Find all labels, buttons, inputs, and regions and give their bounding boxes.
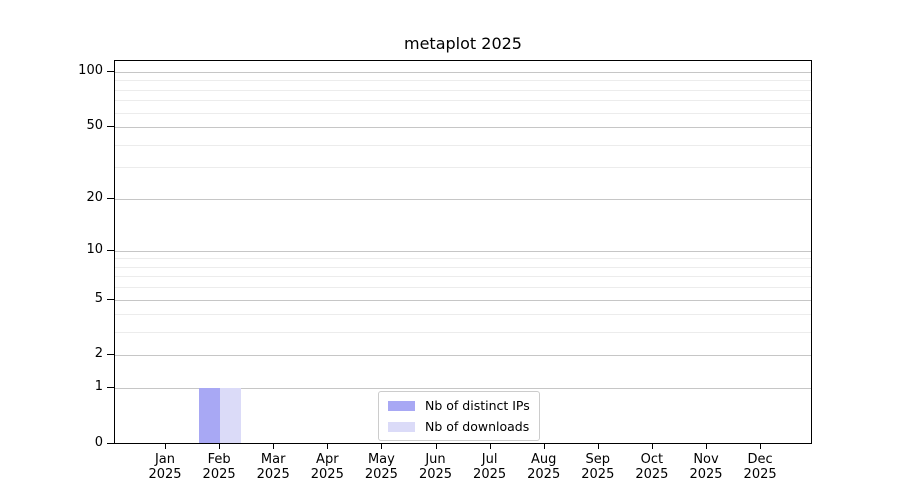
x-tick-month: Nov <box>693 452 719 467</box>
legend-label-distinct-ips: Nb of distinct IPs <box>425 398 530 413</box>
y-gridline-minor <box>115 144 811 146</box>
x-tick-month: Mar <box>260 452 286 467</box>
x-tick-mark <box>760 443 762 449</box>
x-tick-label: Jan 2025 <box>133 452 197 482</box>
x-tick-month: Jan <box>154 452 176 467</box>
x-tick-month: May <box>367 452 395 467</box>
y-gridline-major <box>115 72 811 73</box>
x-tick-month: Jul <box>481 452 498 467</box>
y-tick-label: 50 <box>86 118 103 134</box>
y-gridline-minor <box>115 276 811 278</box>
x-tick-year: 2025 <box>689 467 723 482</box>
y-tick-mark <box>107 249 114 251</box>
legend-item-distinct-ips: Nb of distinct IPs <box>388 398 530 413</box>
x-tick-label: Aug 2025 <box>512 452 576 482</box>
y-tick-mark <box>107 354 114 356</box>
y-gridline-minor <box>115 112 811 114</box>
x-tick-label: Nov 2025 <box>674 452 738 482</box>
x-tick-month: Jun <box>425 452 446 467</box>
y-gridline-minor <box>115 80 811 82</box>
x-tick-label: Jul 2025 <box>458 452 522 482</box>
x-tick-label: Oct 2025 <box>620 452 684 482</box>
legend-item-downloads: Nb of downloads <box>388 419 530 434</box>
y-tick-label: 0 <box>94 435 103 450</box>
bar-distinct-ips <box>199 388 221 443</box>
x-tick-label: May 2025 <box>349 452 413 482</box>
y-tick-label: 2 <box>94 346 103 362</box>
y-tick-mark <box>107 443 114 444</box>
y-gridline-major <box>115 388 811 390</box>
x-tick-mark <box>381 443 383 449</box>
y-gridline-major <box>115 250 811 252</box>
chart-title: metaplot 2025 <box>404 34 522 53</box>
x-tick-mark <box>651 443 653 449</box>
x-tick-mark <box>543 443 545 449</box>
y-tick-label: 5 <box>94 290 103 306</box>
x-tick-mark <box>219 443 221 449</box>
x-tick-year: 2025 <box>581 467 615 482</box>
x-tick-mark <box>489 443 491 449</box>
x-tick-month: Apr <box>316 452 339 467</box>
y-gridline-minor <box>115 167 811 169</box>
y-tick-mark <box>107 71 114 72</box>
y-tick-mark <box>107 298 114 300</box>
y-gridline-major <box>115 299 811 301</box>
y-tick-label: 1 <box>94 379 103 395</box>
y-gridline-major <box>115 355 811 357</box>
x-tick-year: 2025 <box>364 467 398 482</box>
x-tick-mark <box>273 443 275 449</box>
y-tick-mark <box>107 126 114 128</box>
x-tick-mark <box>435 443 437 449</box>
y-gridline-minor <box>115 100 811 102</box>
x-tick-year: 2025 <box>256 467 290 482</box>
plot-area: Nb of distinct IPs Nb of downloads <box>114 60 812 444</box>
y-gridline-major <box>115 198 811 200</box>
x-tick-year: 2025 <box>473 467 507 482</box>
y-gridline-minor <box>115 89 811 91</box>
x-tick-month: Aug <box>530 452 557 467</box>
x-tick-label: Dec 2025 <box>728 452 792 482</box>
x-tick-label: Feb 2025 <box>187 452 251 482</box>
x-tick-month: Sep <box>585 452 611 467</box>
x-tick-year: 2025 <box>527 467 561 482</box>
bar-downloads <box>220 388 242 443</box>
y-gridline-minor <box>115 287 811 289</box>
x-tick-year: 2025 <box>202 467 236 482</box>
y-gridline-minor <box>115 314 811 316</box>
legend-label-downloads: Nb of downloads <box>425 419 530 434</box>
y-gridline-major <box>115 127 811 129</box>
x-tick-month: Oct <box>640 452 664 467</box>
x-tick-year: 2025 <box>635 467 669 482</box>
x-tick-label: Jun 2025 <box>404 452 468 482</box>
x-tick-label: Sep 2025 <box>566 452 630 482</box>
y-tick-label: 10 <box>86 241 103 257</box>
y-tick-mark <box>107 197 114 199</box>
y-tick-label: 100 <box>78 63 103 78</box>
legend-swatch-distinct-ips <box>388 400 415 411</box>
x-tick-mark <box>706 443 707 449</box>
y-gridline-minor <box>115 258 811 260</box>
x-tick-year: 2025 <box>743 467 777 482</box>
x-tick-label: Apr 2025 <box>295 452 359 482</box>
x-tick-year: 2025 <box>310 467 344 482</box>
x-tick-label: Mar 2025 <box>241 452 305 482</box>
x-tick-mark <box>597 443 599 449</box>
x-tick-mark <box>327 443 329 449</box>
x-tick-year: 2025 <box>148 467 182 482</box>
legend-swatch-downloads <box>388 421 415 432</box>
y-tick-mark <box>107 387 114 389</box>
legend: Nb of distinct IPs Nb of downloads <box>378 391 540 441</box>
y-tick-label: 20 <box>86 189 103 205</box>
x-tick-year: 2025 <box>418 467 453 482</box>
x-tick-mark <box>165 443 166 449</box>
y-gridline-minor <box>115 266 811 268</box>
x-tick-month: Feb <box>207 452 231 467</box>
x-tick-month: Dec <box>747 452 773 467</box>
y-gridline-minor <box>115 332 811 334</box>
